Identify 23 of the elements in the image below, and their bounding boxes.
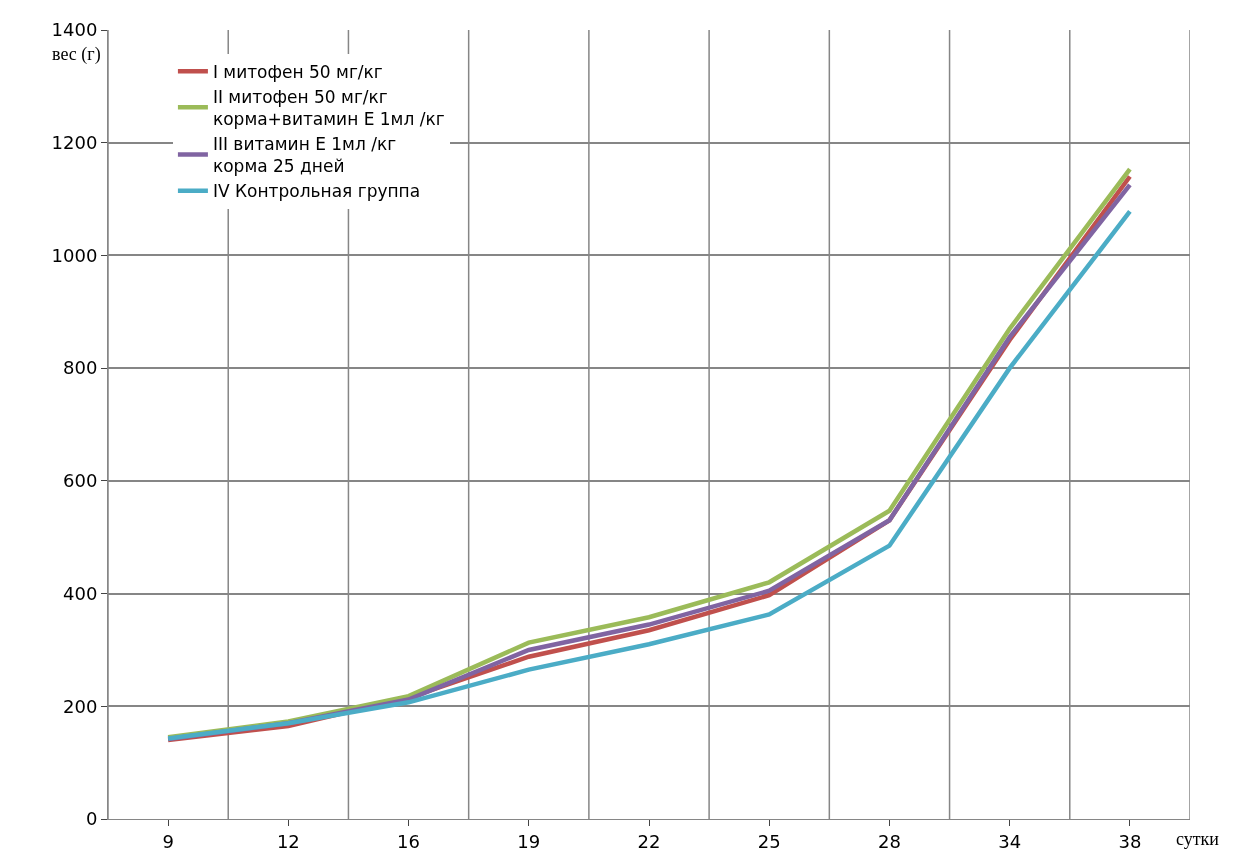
y-tick-label: 1000 <box>51 244 98 266</box>
legend-label: I митофен 50 мг/кг <box>212 61 383 82</box>
y-tick-label: 200 <box>63 695 98 717</box>
x-tick-label: 22 <box>637 830 661 852</box>
x-tick-label: 25 <box>757 830 781 852</box>
y-tick-label: 600 <box>63 470 98 492</box>
x-tick-label: 12 <box>276 830 300 852</box>
x-tick-label: 9 <box>162 830 174 852</box>
x-tick-label: 28 <box>877 830 901 852</box>
x-axis-title: сутки <box>1176 829 1220 849</box>
y-tick-label: 1400 <box>51 19 98 41</box>
legend-label: III витамин Е 1мл /кг корма 25 дней <box>212 134 397 177</box>
y-tick-label: 0 <box>85 808 98 830</box>
x-tick-label: 38 <box>1118 830 1142 852</box>
x-tick-label: 19 <box>517 830 541 852</box>
x-tick-label: 16 <box>397 830 421 852</box>
legend-label: II митофен 50 мг/кг корма+витамин Е 1мл /кг <box>212 86 445 130</box>
y-tick-label: 1200 <box>51 132 98 154</box>
y-tick-label: 400 <box>63 582 98 604</box>
y-tick-label: 800 <box>63 357 98 379</box>
y-axis-title: вес (г) <box>52 44 101 65</box>
legend-label: IV Контрольная группа <box>212 181 421 202</box>
x-tick-label: 34 <box>998 830 1022 852</box>
